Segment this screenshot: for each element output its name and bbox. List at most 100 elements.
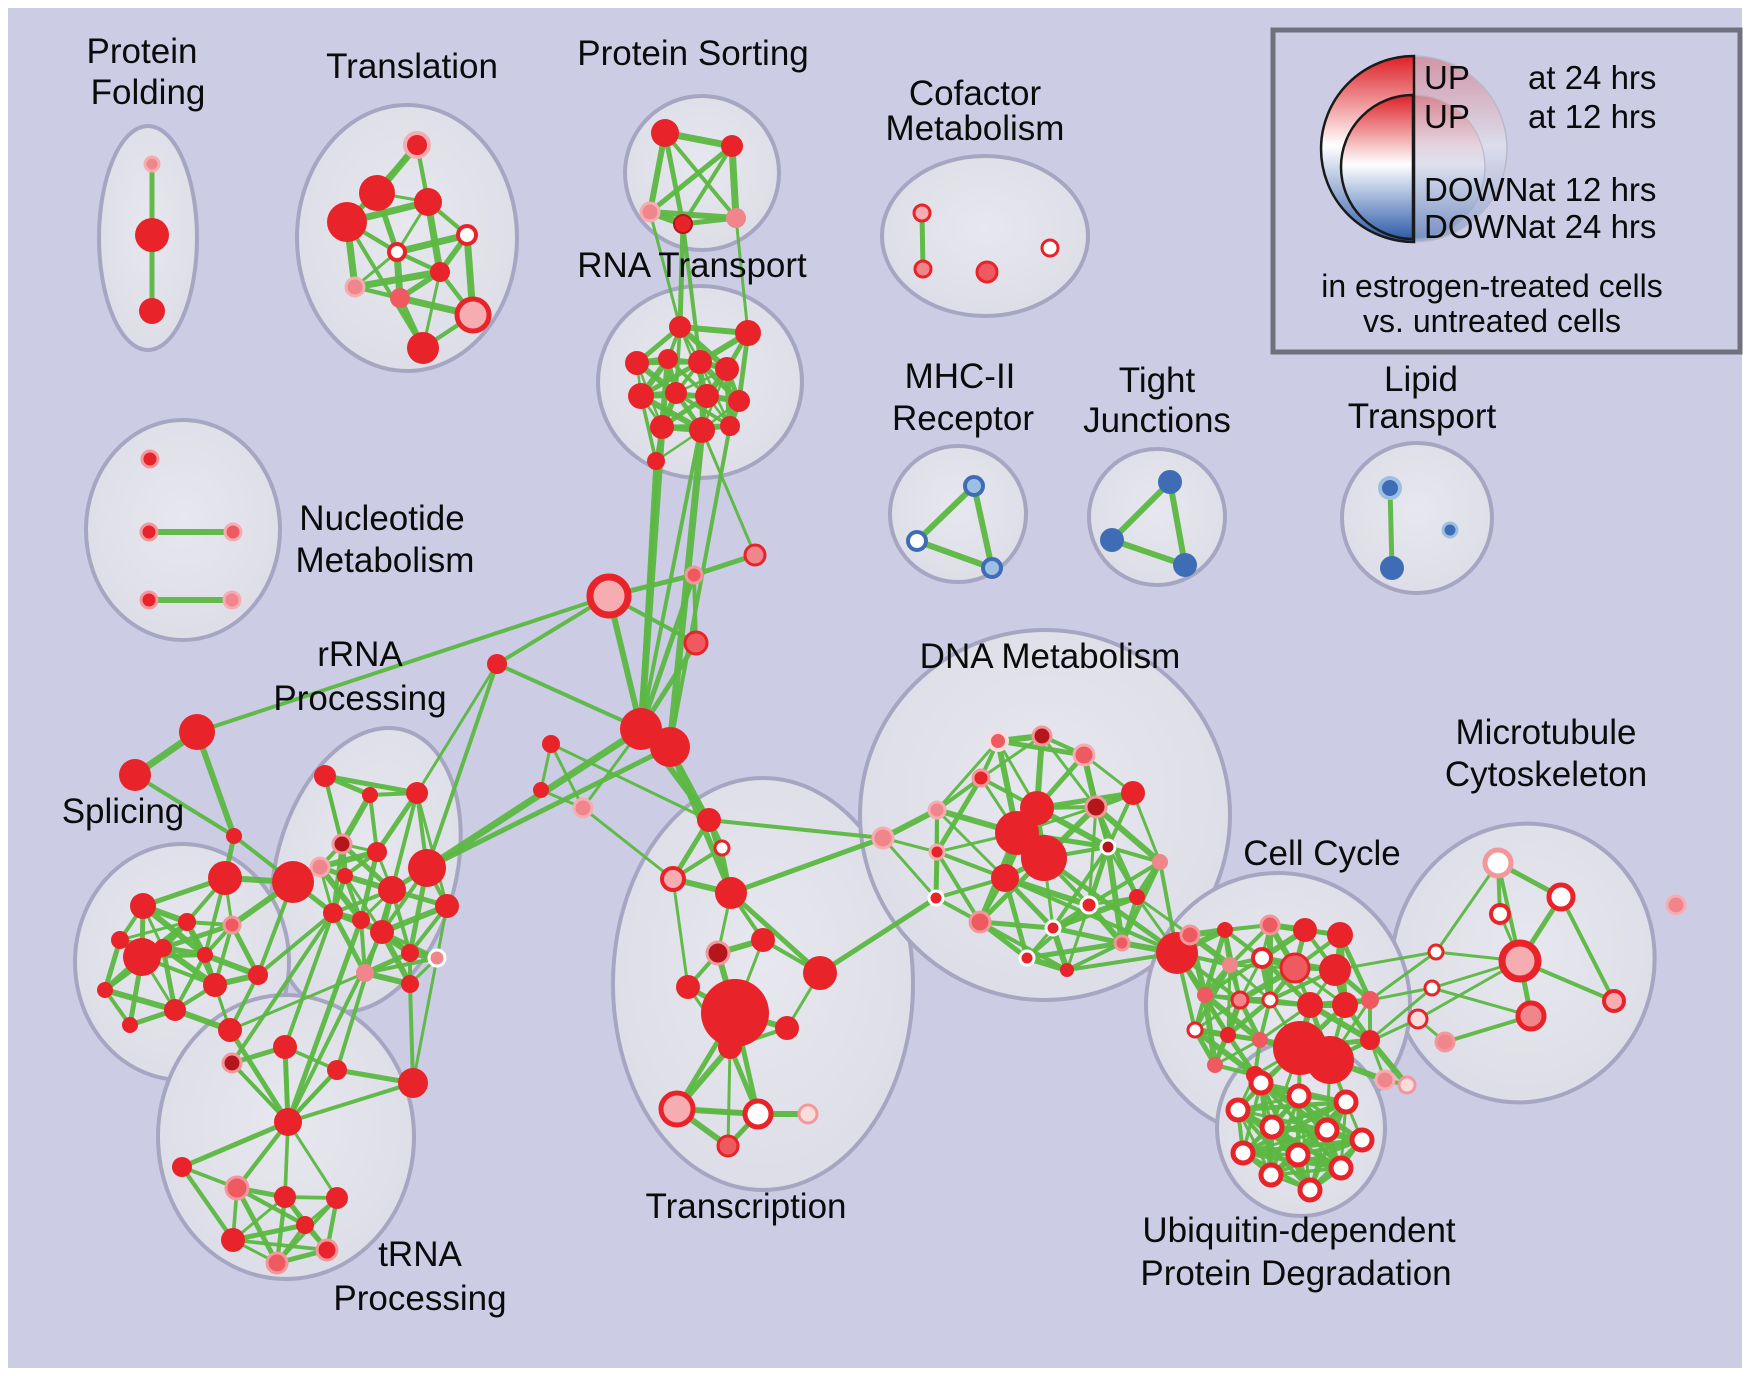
node-dna-2 [1072, 743, 1096, 767]
node-dna-18 [1044, 919, 1062, 937]
edge-link [581, 806, 675, 881]
node-spl-2 [130, 893, 156, 919]
node-dna-14 [1152, 854, 1168, 870]
edge-cc [1192, 1027, 1258, 1078]
edge-hub [425, 662, 499, 870]
node-dna-5 [871, 826, 895, 850]
node-dna-19 [1129, 889, 1145, 905]
edge-dna [1106, 845, 1162, 864]
node-trna-2 [224, 1175, 250, 1201]
node-trna-8 [221, 1052, 243, 1074]
node-dna-20 [1113, 934, 1131, 952]
node-dna-15 [927, 889, 945, 907]
node-trna-11 [398, 1068, 428, 1098]
node-tln-6 [430, 262, 450, 282]
cluster-label-7: MHC-II [905, 357, 1016, 396]
legend-down-12-label: DOWN [1424, 171, 1528, 208]
cluster-label-1: Folding [91, 73, 206, 112]
node-trna-4 [326, 1187, 348, 1209]
node-rrna-14 [356, 964, 374, 982]
legend-caption-line2: vs. untreated cells [1363, 303, 1621, 339]
node-rna-1 [735, 320, 761, 346]
node-cc-5 [1222, 957, 1238, 973]
edge-dna [881, 836, 938, 900]
node-nuc-2 [223, 522, 243, 542]
node-ub-5 [1314, 1117, 1340, 1143]
edge-link [1333, 950, 1438, 972]
edge-mt [1430, 986, 1533, 1018]
edge-rrna [374, 790, 420, 855]
edge-tj [1109, 479, 1173, 543]
node-tln-0 [403, 131, 431, 159]
node-dna-23 [1060, 963, 1074, 977]
node-tln-3 [414, 188, 442, 216]
node-rna-3 [658, 349, 678, 369]
legend-up-12-time: at 12 hrs [1528, 98, 1656, 135]
node-cof-0 [912, 203, 932, 223]
cluster-label-2: Translation [326, 47, 498, 86]
node-tj-0 [1158, 470, 1182, 494]
node-rna-8 [695, 384, 719, 408]
node-rna-6 [628, 383, 654, 409]
node-dna-4 [927, 800, 947, 820]
node-ub-9 [1258, 1162, 1284, 1188]
node-tri-1 [119, 759, 151, 791]
edge-link [1343, 986, 1434, 1007]
edge-lip [1387, 485, 1395, 571]
edge-link [734, 216, 750, 335]
node-tln-1 [359, 175, 395, 211]
edge-trna [230, 1222, 308, 1243]
edge-link [639, 394, 709, 731]
node-dna-3 [971, 768, 991, 788]
edge-link [285, 917, 364, 1125]
cluster-label-6: RNA Transport [577, 246, 807, 285]
edge-dna [1106, 845, 1139, 899]
node-rrna-5 [367, 842, 387, 862]
node-nuc-4 [222, 590, 242, 610]
edge-trna [179, 1164, 236, 1243]
node-rrna-8 [323, 903, 343, 923]
edge-tln [351, 268, 444, 291]
node-cc-14 [1186, 1021, 1204, 1039]
node-rna-12 [720, 416, 740, 436]
node-tx-7 [803, 956, 837, 990]
node-mt-5 [1498, 939, 1542, 983]
node-mt-3 [1427, 943, 1445, 961]
node-spl-5 [111, 931, 129, 949]
node-lip-2 [1441, 521, 1459, 539]
node-ub-4 [1259, 1114, 1285, 1140]
node-cc-16 [1252, 1032, 1268, 1048]
node-hub-3 [683, 630, 709, 656]
node-spl-0 [208, 861, 242, 895]
node-cof-2 [975, 260, 999, 284]
cluster-label-0: Protein [87, 32, 198, 71]
edge-ub [1241, 1128, 1329, 1155]
node-rna-9 [728, 390, 750, 412]
edge-ub [1236, 1108, 1329, 1132]
node-cc-24 [1397, 1075, 1417, 1095]
cluster-label-16: Processing [273, 679, 446, 718]
node-tln-2 [327, 202, 367, 242]
cluster-label-3: Protein Sorting [577, 34, 809, 73]
node-spl-14 [122, 1017, 138, 1033]
edge-link [227, 1027, 291, 1125]
edge-tln [393, 231, 471, 256]
legend-down-24-label: DOWN [1424, 208, 1528, 245]
node-ub-7 [1230, 1140, 1256, 1166]
node-dna-12 [991, 864, 1019, 892]
edge-link [668, 424, 732, 749]
node-pf-2 [139, 298, 165, 324]
node-rrna-11 [435, 894, 459, 918]
legend-box [1270, 27, 1743, 355]
edge-link [666, 426, 706, 751]
cluster-label-5: Metabolism [886, 109, 1065, 148]
node-hub-1 [684, 565, 704, 585]
node-rrna-12 [401, 944, 419, 962]
legend-inner-left-half [1339, 93, 1415, 241]
node-spl-13 [218, 1018, 242, 1042]
node-lip-1 [1380, 556, 1404, 580]
edge-tx [671, 877, 690, 989]
node-rrna-7 [378, 876, 406, 904]
edge-sort [728, 142, 740, 222]
node-trna-10 [327, 1060, 347, 1080]
